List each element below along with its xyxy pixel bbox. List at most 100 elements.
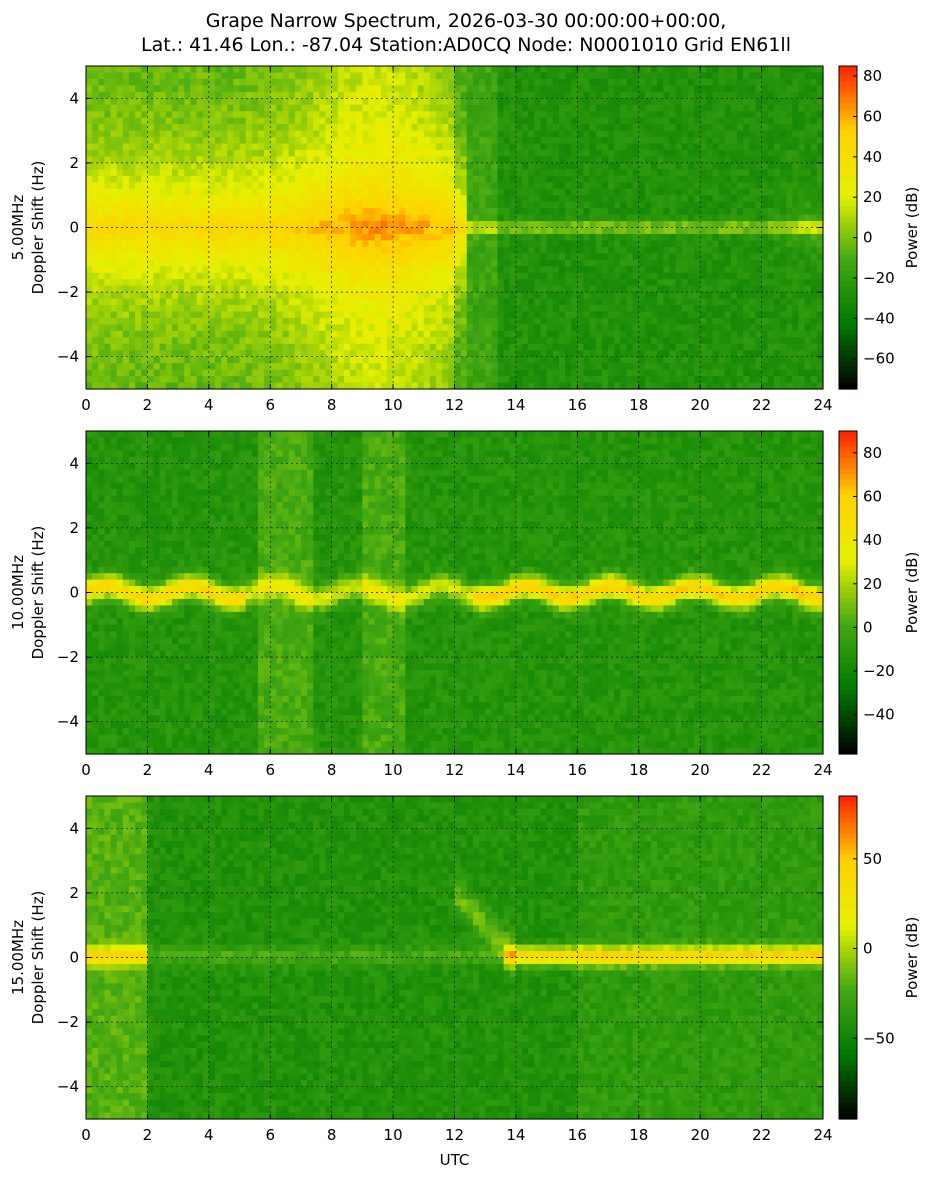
heatmap-cell	[601, 343, 609, 351]
heatmap-cell	[681, 292, 689, 300]
heatmap-cell	[356, 227, 363, 235]
heatmap-cell	[300, 130, 308, 138]
heatmap-cell	[466, 324, 474, 332]
heatmap-cell	[694, 91, 701, 99]
heatmap-cell	[546, 363, 554, 371]
heatmap-cell	[147, 117, 155, 125]
heatmap-cell	[337, 124, 345, 132]
heatmap-cell	[552, 356, 560, 364]
heatmap-cell	[657, 356, 664, 364]
heatmap-cell	[448, 337, 456, 345]
heatmap-cell	[343, 246, 351, 254]
heatmap-cell	[399, 66, 406, 74]
heatmap-cell	[638, 85, 646, 93]
heatmap-cell	[153, 227, 161, 235]
heatmap-cell	[98, 78, 106, 86]
heatmap-cell	[491, 311, 499, 319]
heatmap-cell	[135, 98, 142, 106]
heatmap-cell	[190, 233, 198, 242]
heatmap-cell	[184, 330, 192, 338]
heatmap-cell	[190, 156, 198, 164]
heatmap-cell	[380, 376, 388, 384]
heatmap-cell	[522, 285, 529, 293]
heatmap-cell	[589, 337, 597, 345]
heatmap-cell	[417, 156, 425, 164]
heatmap-cell	[233, 376, 241, 384]
heatmap-cell	[558, 311, 566, 319]
heatmap-cell	[454, 85, 462, 93]
heatmap-cell	[411, 330, 419, 338]
heatmap-cell	[608, 311, 615, 319]
heatmap-cell	[171, 376, 179, 384]
heatmap-cell	[558, 324, 566, 332]
heatmap-cell	[638, 233, 646, 242]
heatmap-cell	[325, 169, 333, 177]
heatmap-cell	[651, 91, 658, 99]
heatmap-cell	[374, 233, 382, 242]
heatmap-cell	[300, 195, 308, 203]
heatmap-cell	[448, 240, 456, 248]
heatmap-cell	[558, 149, 566, 158]
heatmap-cell	[460, 104, 468, 112]
heatmap-cell	[171, 182, 179, 190]
heatmap-cell	[405, 259, 413, 267]
heatmap-cell	[257, 72, 265, 80]
heatmap-cell	[681, 369, 689, 377]
heatmap-cell	[552, 292, 560, 300]
heatmap-cell	[214, 369, 222, 377]
heatmap-cell	[466, 330, 474, 338]
heatmap-cell	[632, 369, 640, 377]
heatmap-cell	[460, 266, 468, 274]
heatmap-cell	[491, 208, 499, 216]
heatmap-cell	[331, 130, 339, 138]
heatmap-cell	[282, 98, 290, 106]
heatmap-cell	[497, 66, 505, 74]
heatmap-cell	[614, 98, 621, 106]
heatmap-cell	[429, 175, 437, 183]
heatmap-cell	[368, 369, 376, 377]
heatmap-cell	[153, 317, 161, 325]
heatmap-cell	[233, 266, 241, 274]
heatmap-cell	[98, 214, 106, 222]
heatmap-cell	[350, 117, 357, 125]
heatmap-cell	[601, 350, 609, 358]
heatmap-cell	[663, 72, 671, 80]
heatmap-cell	[589, 130, 597, 138]
heatmap-cell	[393, 91, 400, 99]
heatmap-cell	[122, 227, 130, 235]
heatmap-cell	[350, 195, 357, 203]
heatmap-cell	[663, 292, 671, 300]
heatmap-cell	[644, 78, 652, 86]
heatmap-cell	[343, 91, 351, 99]
heatmap-cell	[325, 221, 333, 229]
heatmap-cell	[626, 91, 634, 99]
heatmap-cell	[184, 337, 192, 345]
heatmap-cell	[300, 162, 308, 170]
heatmap-cell	[694, 272, 701, 280]
heatmap-cell	[472, 124, 480, 132]
heatmap-cell	[362, 111, 370, 119]
heatmap-cell	[540, 137, 548, 145]
heatmap-cell	[565, 169, 572, 177]
heatmap-cell	[288, 305, 296, 313]
heatmap-cell	[356, 162, 363, 170]
heatmap-cell	[417, 201, 425, 209]
heatmap-cell	[503, 285, 511, 293]
heatmap-cell	[300, 233, 308, 242]
heatmap-cell	[411, 233, 419, 242]
heatmap-cell	[485, 104, 492, 112]
heatmap-cell	[479, 124, 486, 132]
heatmap-cell	[171, 382, 179, 390]
heatmap-cell	[294, 253, 302, 261]
heatmap-cell	[356, 350, 363, 358]
heatmap-cell	[614, 233, 621, 242]
heatmap-cell	[368, 259, 376, 267]
heatmap-cell	[374, 117, 382, 125]
heatmap-cell	[86, 292, 93, 300]
heatmap-cell	[399, 221, 406, 229]
heatmap-cell	[558, 111, 566, 119]
heatmap-cell	[393, 175, 400, 183]
heatmap-cell	[362, 311, 370, 319]
heatmap-cell	[257, 305, 265, 313]
heatmap-cell	[546, 221, 554, 229]
